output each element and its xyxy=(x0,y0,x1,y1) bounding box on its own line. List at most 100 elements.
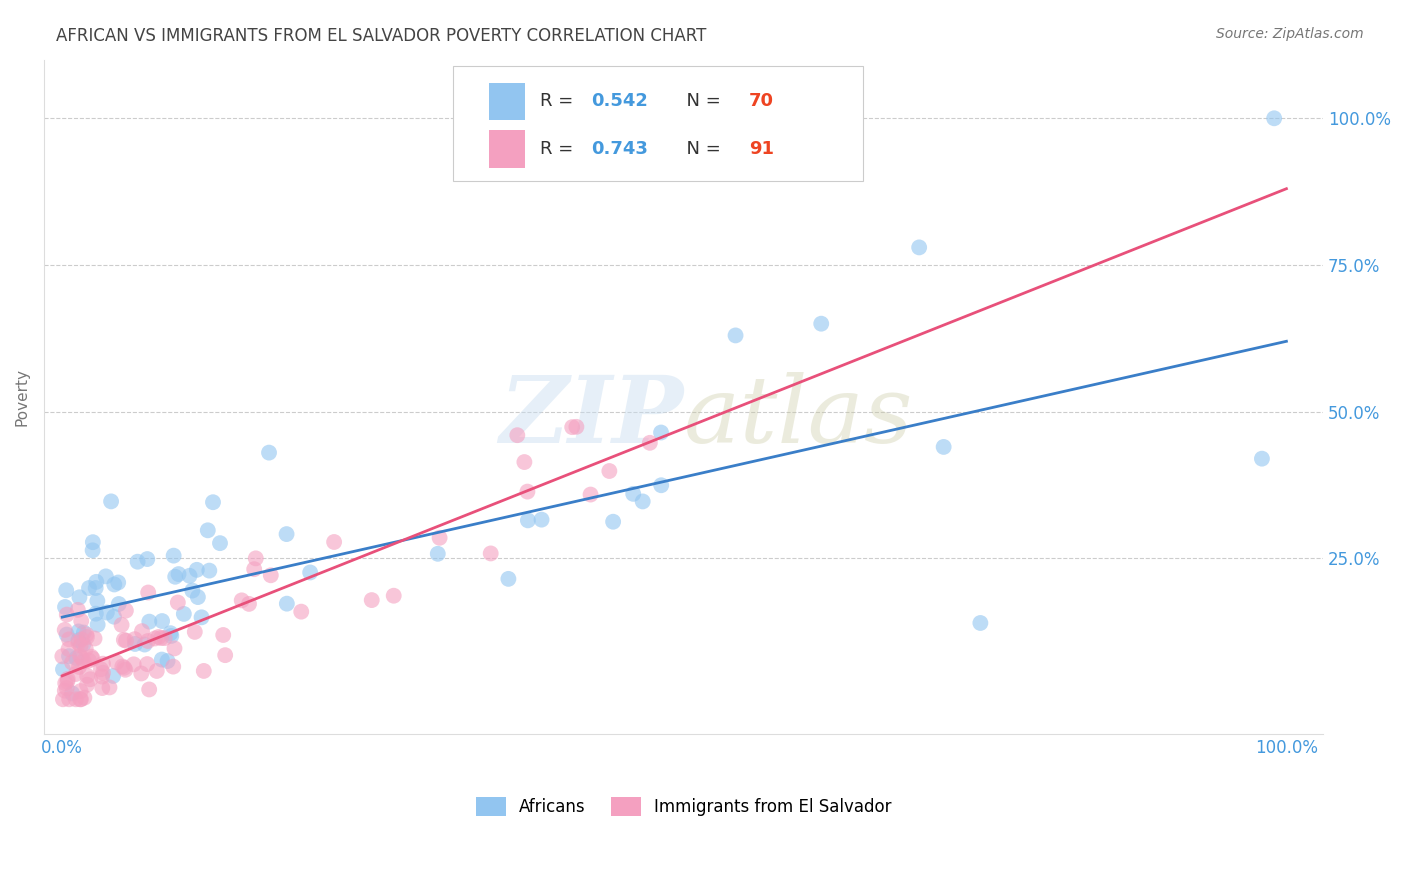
Point xyxy=(932,440,955,454)
Point xyxy=(52,692,75,706)
Point xyxy=(67,660,90,674)
Point xyxy=(69,591,91,605)
Point xyxy=(561,420,583,434)
Point xyxy=(602,515,624,529)
Point xyxy=(86,594,108,608)
Point xyxy=(160,629,183,643)
Point xyxy=(162,659,184,673)
Point xyxy=(173,607,195,621)
Point xyxy=(107,575,129,590)
Point xyxy=(159,626,181,640)
Point xyxy=(83,632,105,646)
Point xyxy=(198,564,221,578)
Point xyxy=(245,551,267,566)
Point xyxy=(134,638,156,652)
Point xyxy=(231,593,253,607)
Point xyxy=(56,607,79,622)
Point xyxy=(100,494,122,508)
Point xyxy=(94,569,117,583)
Text: 70: 70 xyxy=(749,93,773,111)
Text: ZIP: ZIP xyxy=(499,372,683,462)
Point xyxy=(76,669,98,683)
Point xyxy=(516,484,538,499)
Point xyxy=(156,654,179,668)
Point xyxy=(150,614,173,628)
Point xyxy=(55,681,77,695)
Point xyxy=(75,627,97,641)
Point xyxy=(69,639,91,653)
Point xyxy=(969,615,991,630)
Point xyxy=(153,631,176,645)
Point xyxy=(76,630,98,644)
Point xyxy=(650,425,672,440)
Point xyxy=(516,513,538,527)
Text: atlas: atlas xyxy=(683,372,912,462)
Point xyxy=(167,567,190,582)
Point xyxy=(181,583,204,598)
Point xyxy=(426,547,449,561)
Text: 0.542: 0.542 xyxy=(592,93,648,111)
Point xyxy=(513,455,536,469)
Point xyxy=(80,649,103,664)
Point xyxy=(136,657,159,671)
Point xyxy=(77,654,100,668)
Point xyxy=(112,632,135,647)
Text: R =: R = xyxy=(540,140,579,158)
Point xyxy=(53,623,76,637)
Point xyxy=(197,524,219,538)
Point xyxy=(70,692,93,706)
Point xyxy=(77,581,100,595)
Point xyxy=(56,672,79,686)
Point xyxy=(75,641,97,656)
Point xyxy=(163,641,186,656)
Point xyxy=(143,632,166,646)
Point xyxy=(214,648,236,662)
Point xyxy=(299,566,322,580)
Point xyxy=(382,589,405,603)
Point xyxy=(122,657,145,672)
Text: R =: R = xyxy=(540,93,579,111)
Point xyxy=(56,674,79,689)
Point xyxy=(67,624,90,639)
Point xyxy=(84,581,107,595)
Legend: Africans, Immigrants from El Salvador: Africans, Immigrants from El Salvador xyxy=(470,790,898,822)
Point xyxy=(276,597,298,611)
Point xyxy=(101,669,124,683)
Point xyxy=(131,624,153,639)
Point xyxy=(724,328,747,343)
Point xyxy=(530,513,553,527)
Point xyxy=(103,609,125,624)
Point xyxy=(79,673,101,687)
Point xyxy=(429,531,451,545)
Point xyxy=(55,583,77,598)
Point xyxy=(163,549,186,563)
Point xyxy=(1251,451,1274,466)
Point xyxy=(136,552,159,566)
Point xyxy=(51,649,73,664)
Point xyxy=(565,420,588,434)
Point xyxy=(66,603,89,617)
Point xyxy=(148,630,170,644)
Point xyxy=(631,494,654,508)
Point xyxy=(149,631,172,645)
Point xyxy=(146,664,169,678)
Point xyxy=(58,632,80,647)
Point xyxy=(67,636,90,650)
Point xyxy=(60,686,83,700)
Point xyxy=(72,654,94,668)
Point xyxy=(69,648,91,663)
Point xyxy=(69,692,91,706)
Point xyxy=(621,487,644,501)
Point xyxy=(67,633,90,648)
Point xyxy=(69,684,91,698)
Point xyxy=(86,617,108,632)
Point xyxy=(91,657,114,671)
Point xyxy=(60,656,83,670)
Point xyxy=(238,597,260,611)
Point xyxy=(73,690,96,705)
Point xyxy=(58,642,80,657)
Point xyxy=(166,595,188,609)
Text: N =: N = xyxy=(675,93,725,111)
Point xyxy=(165,570,187,584)
Point xyxy=(96,606,118,620)
